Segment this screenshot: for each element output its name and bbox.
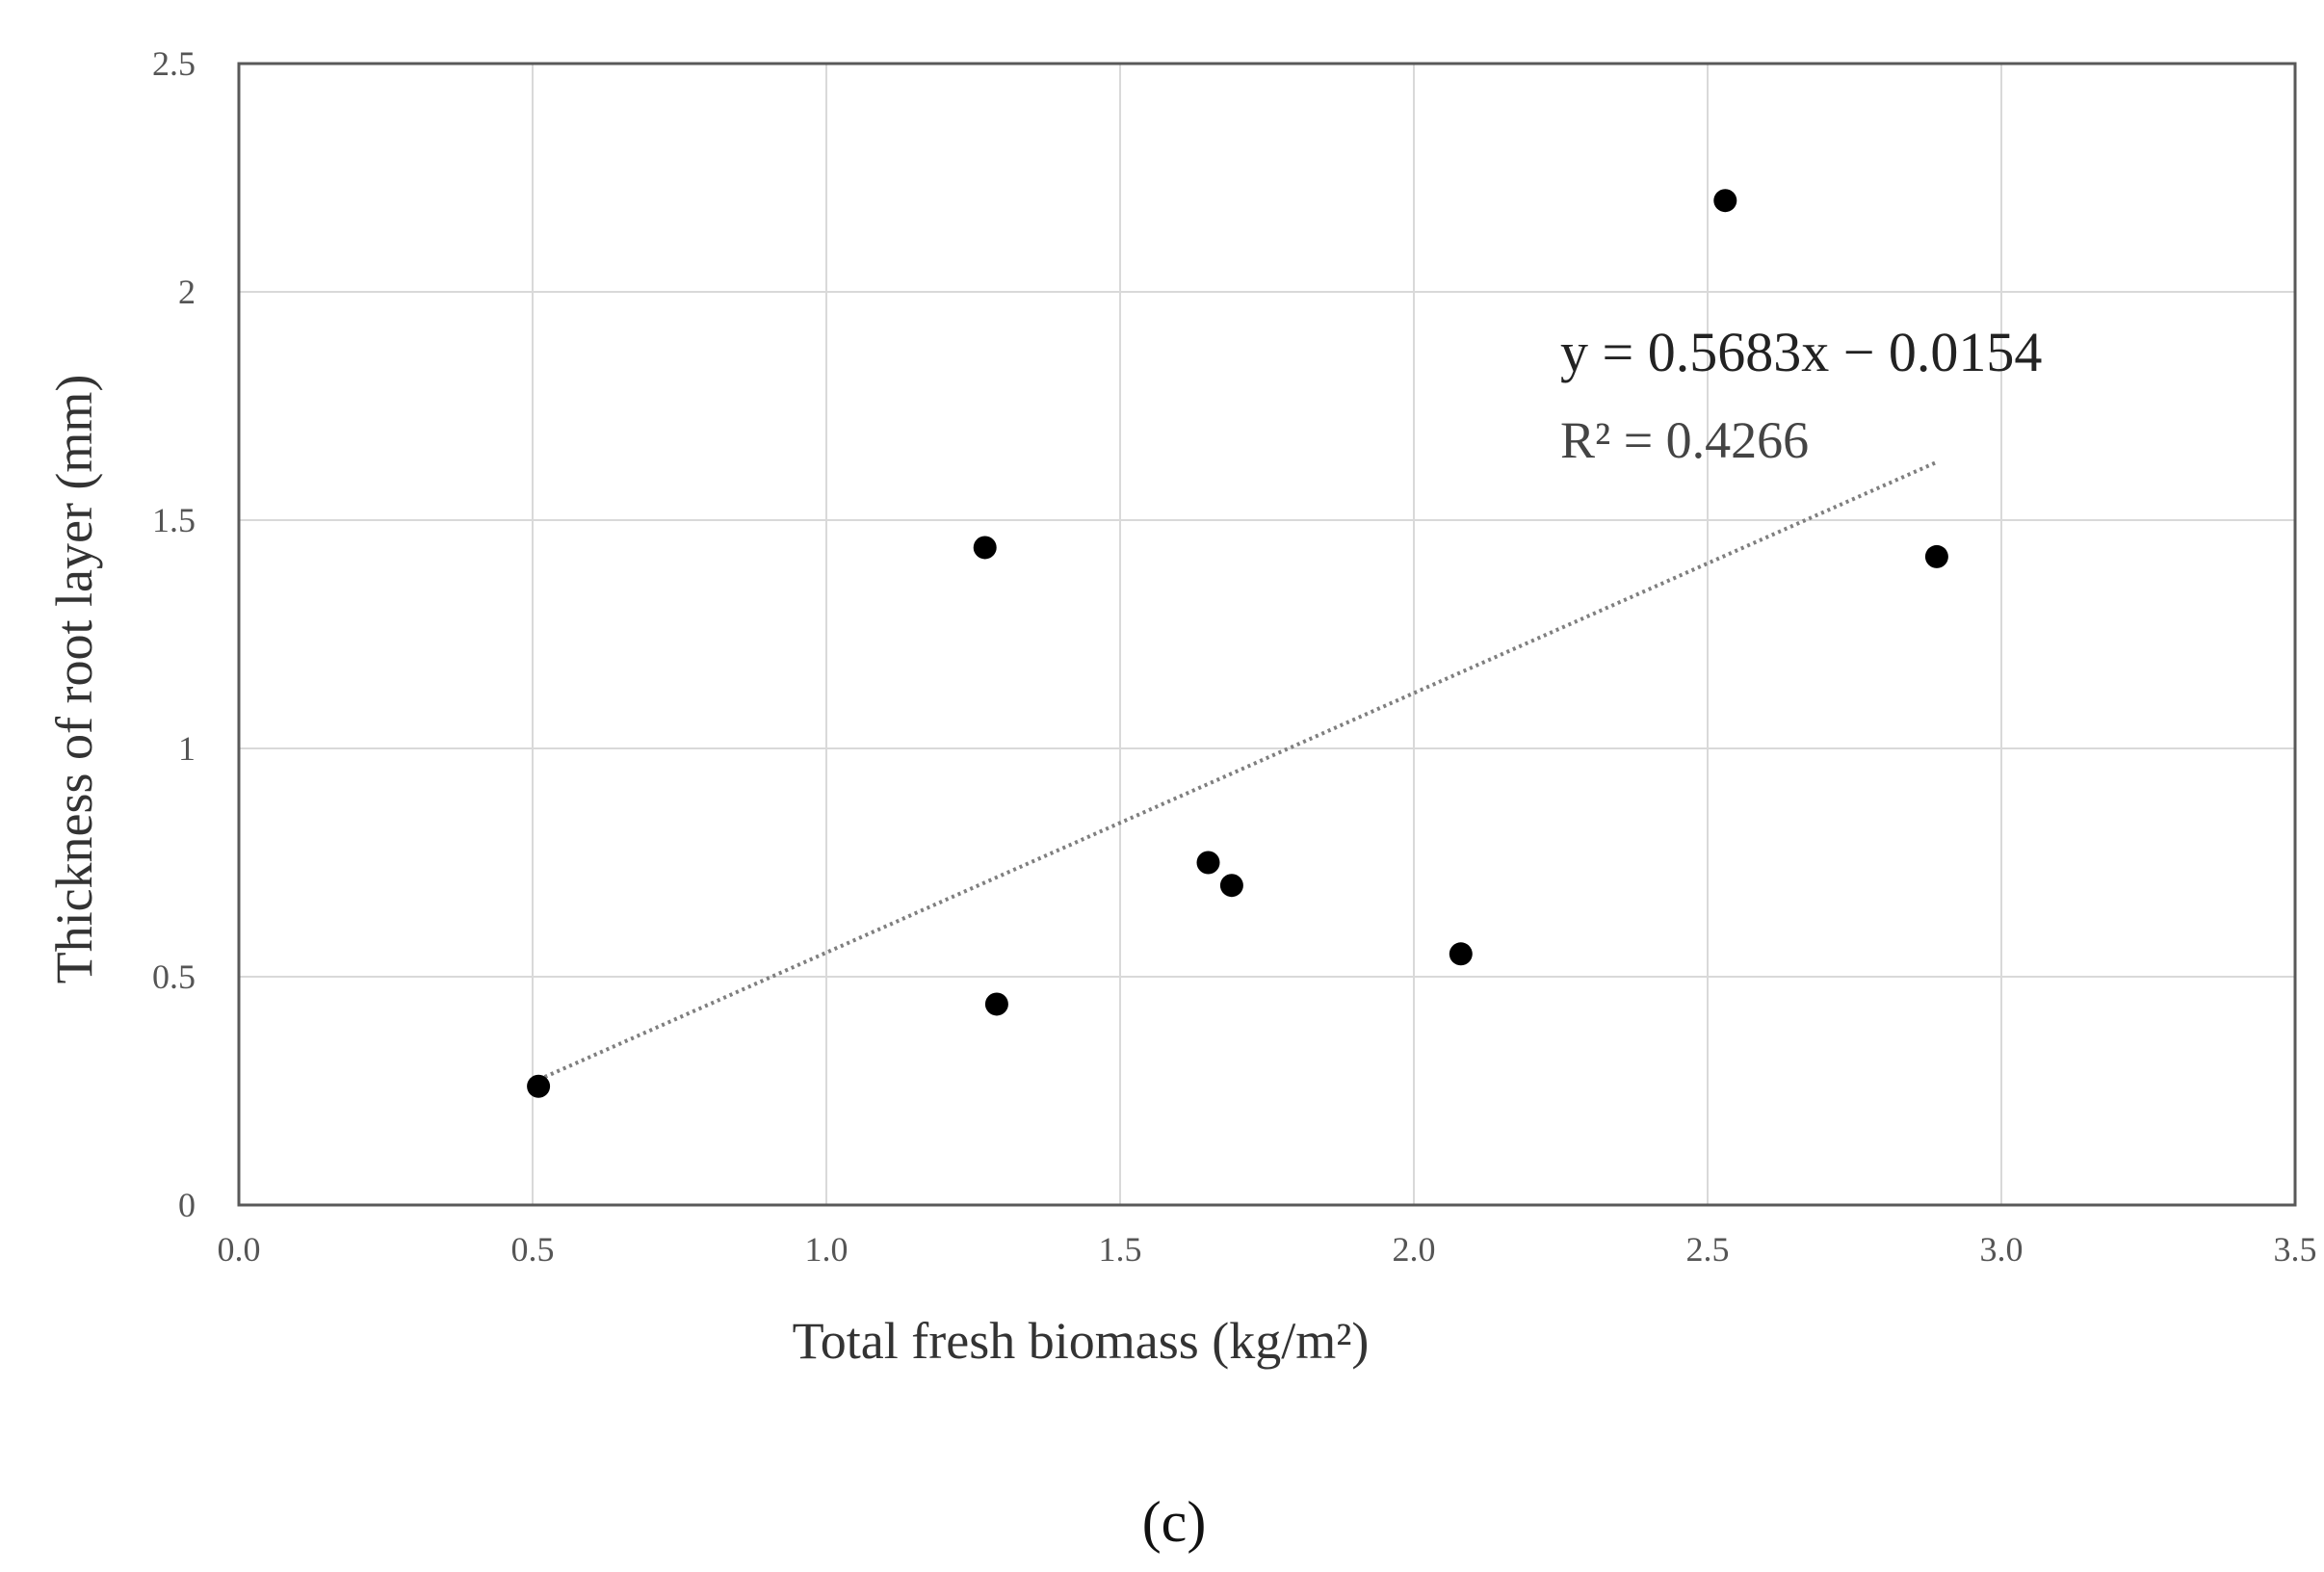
y-tick-label: 1 [178, 729, 196, 768]
data-point [527, 1074, 551, 1098]
y-tick-label: 0 [178, 1186, 196, 1224]
data-point [1219, 874, 1243, 898]
x-tick-label: 0.0 [218, 1230, 261, 1269]
y-tick-label: 2.5 [152, 44, 196, 83]
panel-label: (c) [1142, 1490, 1207, 1554]
data-point [1449, 942, 1473, 966]
r-squared-label: R² = 0.4266 [1560, 411, 1809, 469]
data-point [1713, 189, 1737, 213]
x-tick-label: 2.5 [1686, 1230, 1730, 1269]
y-tick-label: 0.5 [152, 957, 196, 996]
x-tick-label: 3.5 [2274, 1230, 2317, 1269]
trendline-equation: y = 0.5683x − 0.0154 [1560, 321, 2042, 383]
plot-area-frame [237, 62, 2297, 1207]
x-axis-title: Total fresh biomass (kg/m²) [793, 1312, 1370, 1370]
x-tick-label: 1.0 [805, 1230, 849, 1269]
x-tick-label: 1.5 [1099, 1230, 1142, 1269]
data-point [1196, 851, 1220, 875]
y-tick-label: 1.5 [152, 501, 196, 539]
x-tick-label: 0.5 [511, 1230, 555, 1269]
data-point [973, 536, 997, 560]
x-tick-labels: 0.0 0.5 1.0 1.5 2.0 2.5 3.0 3.5 [218, 1230, 2317, 1269]
grid-lines [238, 63, 2296, 1206]
y-axis-title: Thickness of root layer (mm) [45, 375, 103, 984]
data-point [984, 992, 1008, 1016]
x-tick-label: 3.0 [1980, 1230, 2024, 1269]
y-tick-labels: 0 0.5 1 1.5 2 2.5 [152, 44, 196, 1224]
data-points [527, 189, 1948, 1098]
linear-trendline [537, 459, 1938, 1082]
y-tick-label: 2 [178, 273, 196, 311]
x-tick-label: 2.0 [1393, 1230, 1436, 1269]
data-point [1924, 544, 1948, 568]
